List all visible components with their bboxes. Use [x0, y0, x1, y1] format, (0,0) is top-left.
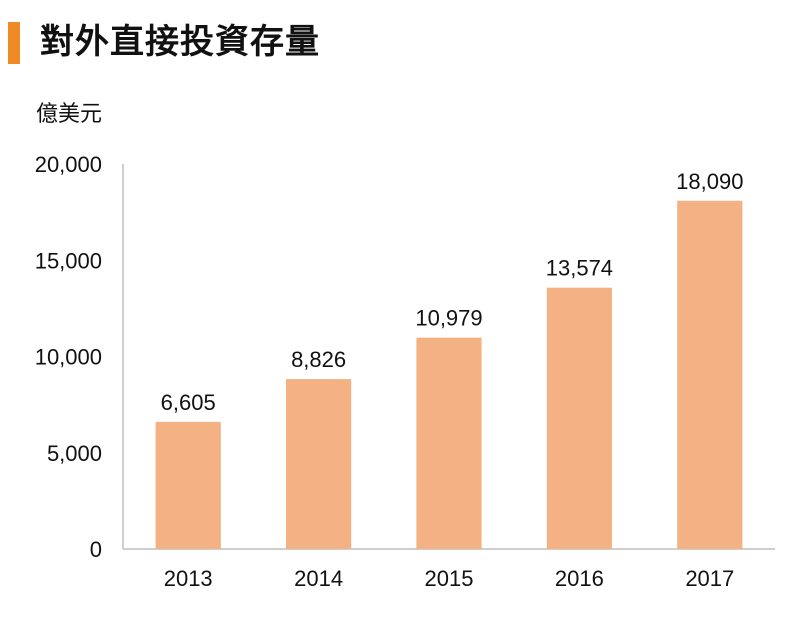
y-tick-label: 0 [90, 537, 102, 562]
value-label-2016: 13,574 [546, 256, 613, 281]
bar-2014 [286, 379, 352, 549]
x-tick-label-2015: 2015 [425, 566, 474, 591]
y-tick-label: 20,000 [35, 152, 102, 177]
y-tick-label: 10,000 [35, 345, 102, 370]
chart-title: 對外直接投資存量 [40, 22, 320, 62]
bar-2015 [416, 337, 482, 549]
value-label-2013: 6,605 [161, 390, 216, 415]
value-label-2014: 8,826 [291, 347, 346, 372]
bar-2016 [546, 287, 612, 549]
y-axis-unit-label: 億美元 [36, 102, 103, 127]
value-labels-group: 6,605 8,826 10,979 13,574 18,090 [161, 169, 744, 415]
y-tick-label: 5,000 [47, 441, 102, 466]
title-accent-bar [8, 22, 20, 64]
bars-group [155, 200, 743, 549]
x-axis: 2013 2014 2015 2016 2017 [123, 548, 775, 591]
x-tick-label-2017: 2017 [685, 566, 734, 591]
y-axis: 0 5,000 10,000 15,000 20,000 [35, 152, 124, 562]
value-label-2015: 10,979 [415, 306, 482, 331]
bar-2013 [155, 421, 221, 549]
y-tick-label: 15,000 [35, 248, 102, 273]
x-tick-label-2013: 2013 [164, 566, 213, 591]
bar-2017 [677, 200, 743, 549]
x-tick-label-2016: 2016 [555, 566, 604, 591]
value-label-2017: 18,090 [676, 169, 743, 194]
x-tick-label-2014: 2014 [294, 566, 343, 591]
